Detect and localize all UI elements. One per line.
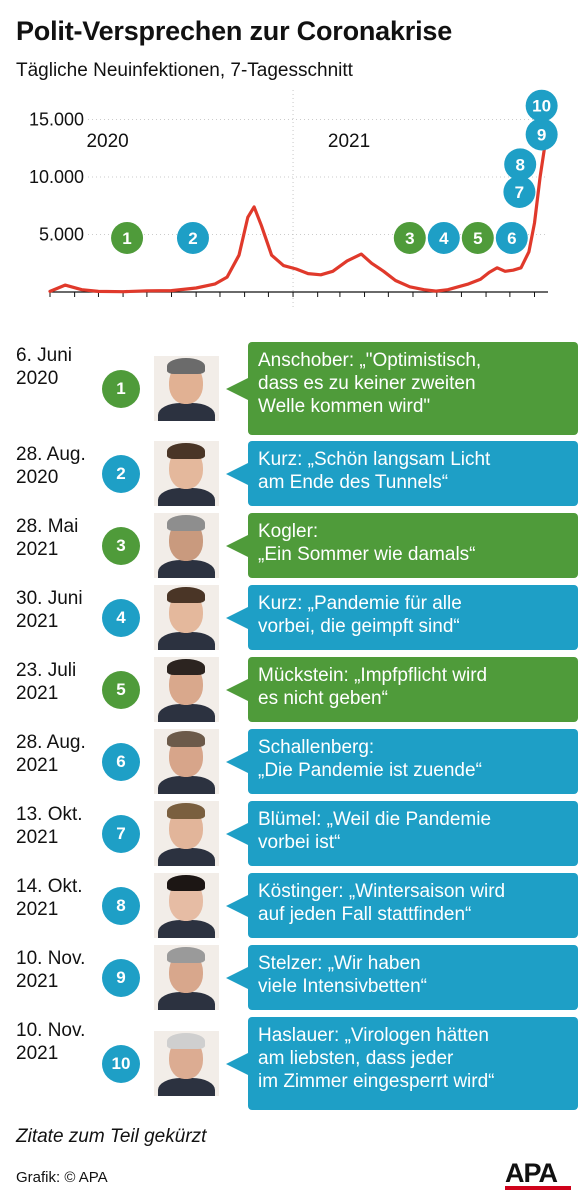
chart-marker-label-6: 6	[507, 229, 516, 248]
entry-date: 13. Okt. 2021	[16, 804, 83, 848]
promise-entry-1: 6. Juni 2020 1 Anschober: „"Optimistisch, …	[0, 342, 587, 435]
chart-marker-5	[461, 221, 494, 254]
promise-entry-8: 14. Okt. 2021 8 Köstinger: „Wintersaison w…	[0, 872, 587, 938]
chart-marker-label-9: 9	[537, 125, 546, 144]
chart-marker-label-4: 4	[439, 229, 449, 248]
portrait-mueckstein	[154, 656, 219, 722]
year-label-2020: 2020	[86, 131, 128, 152]
speech-bubble-tail	[226, 376, 250, 401]
chart-marker-6	[495, 221, 528, 254]
entry-number-badge: 9	[102, 958, 140, 997]
speech-bubble-tail	[226, 1051, 250, 1076]
quote-bubble: Mückstein: „Impfpflicht wird es nicht ge…	[248, 657, 578, 722]
entry-number-badge: 5	[102, 670, 140, 709]
entry-number-badge: 7	[102, 814, 140, 853]
promise-entry-4: 30. Juni 2021 4 Kurz: „Pandemie für alle v…	[0, 584, 587, 650]
quote-bubble: Schallenberg: „Die Pandemie ist zuende“	[248, 729, 578, 794]
chart-marker-4	[427, 221, 460, 254]
speech-bubble-tail	[226, 821, 250, 846]
speech-bubble-tail	[226, 749, 250, 774]
speech-bubble-tail	[226, 461, 250, 486]
apa-logo-bar	[505, 1186, 571, 1190]
quote-bubble: Kogler: „Ein Sommer wie damals“	[248, 513, 578, 578]
chart-marker-3	[393, 221, 426, 254]
chart-title: Polit-Versprechen zur Coronakrise	[16, 16, 453, 46]
entry-number-badge: 8	[102, 886, 140, 925]
entry-number-badge: 1	[102, 369, 140, 408]
entry-number-badge: 2	[102, 454, 140, 493]
entry-date: 23. Juli 2021	[16, 660, 77, 704]
chart-marker-8	[504, 148, 537, 181]
chart-marker-10	[525, 89, 558, 122]
credit: Grafik: © APA	[16, 1169, 108, 1186]
speech-bubble-tail	[226, 965, 250, 990]
quote-bubble: Kurz: „Schön langsam Licht am Ende des T…	[248, 441, 578, 506]
promise-entry-9: 10. Nov. 2021 9 Stelzer: „Wir haben viele …	[0, 944, 587, 1010]
promise-entry-5: 23. Juli 2021 5 Mückstein: „Impfpflicht wi…	[0, 656, 587, 722]
chart-marker-9	[525, 118, 558, 151]
ytick-label: 10.000	[29, 167, 84, 187]
chart-marker-label-2: 2	[188, 229, 197, 248]
portrait-bluemel	[154, 800, 219, 866]
promise-entry-2: 28. Aug. 2020 2 Kurz: „Schön langsam Licht…	[0, 440, 587, 506]
series-line	[48, 144, 547, 294]
portrait-kurz	[154, 440, 219, 506]
entry-date: 6. Juni 2020	[16, 345, 72, 389]
chart-marker-1	[111, 221, 144, 254]
portrait-kogler	[154, 512, 219, 578]
portrait-stelzer	[154, 944, 219, 1010]
chart-marker-7	[503, 175, 536, 208]
chart-marker-label-5: 5	[473, 229, 482, 248]
entry-date: 28. Aug. 2021	[16, 732, 86, 776]
chart-marker-label-1: 1	[122, 229, 131, 248]
portrait-schallenberg	[154, 728, 219, 794]
quote-bubble: Blümel: „Weil die Pandemie vorbei ist“	[248, 801, 578, 866]
entry-date: 28. Aug. 2020	[16, 444, 86, 488]
entry-number-badge: 6	[102, 742, 140, 781]
quote-bubble: Haslauer: „Virologen hätten am liebsten,…	[248, 1017, 578, 1110]
year-label-2021: 2021	[328, 131, 370, 152]
entry-number-badge: 3	[102, 526, 140, 565]
promise-entry-6: 28. Aug. 2021 6 Schallenberg: „Die Pandemi…	[0, 728, 587, 794]
chart-marker-label-10: 10	[532, 97, 551, 116]
apa-logo-text: APA	[505, 1158, 558, 1188]
quote-bubble: Kurz: „Pandemie für alle vorbei, die gei…	[248, 585, 578, 650]
promise-entry-3: 28. Mai 2021 3 Kogler: „Ein Sommer wie dam…	[0, 512, 587, 578]
entry-date: 10. Nov. 2021	[16, 948, 86, 992]
chart-marker-label-3: 3	[405, 229, 414, 248]
speech-bubble-tail	[226, 677, 250, 702]
quote-bubble: Anschober: „"Optimistisch, dass es zu ke…	[248, 342, 578, 435]
quote-bubble: Stelzer: „Wir haben viele Intensivbetten…	[248, 945, 578, 1010]
quote-bubble: Köstinger: „Wintersaison wird auf jeden …	[248, 873, 578, 938]
promise-entry-10: 10. Nov. 2021 10 Haslauer: „Virologen hätt…	[0, 1017, 587, 1110]
entry-date: 28. Mai 2021	[16, 516, 79, 560]
speech-bubble-tail	[226, 605, 250, 630]
portrait-haslauer	[154, 1030, 219, 1096]
entry-date: 30. Juni 2021	[16, 588, 83, 632]
portrait-anschober	[154, 355, 219, 421]
entry-date: 10. Nov. 2021	[16, 1020, 86, 1064]
apa-logo: APA	[505, 1160, 571, 1190]
portrait-kurz	[154, 584, 219, 650]
portrait-koestinger	[154, 872, 219, 938]
speech-bubble-tail	[226, 893, 250, 918]
ytick-label: 15.000	[29, 110, 84, 130]
promise-entry-7: 13. Okt. 2021 7 Blümel: „Weil die Pandemie…	[0, 800, 587, 866]
entry-number-badge: 10	[102, 1044, 140, 1083]
chart-marker-2	[176, 221, 209, 254]
ytick-label: 5.000	[39, 225, 84, 245]
chart-subtitle: Tägliche Neuinfektionen, 7-Tagesschnitt	[16, 60, 353, 81]
chart-marker-label-7: 7	[515, 183, 524, 202]
entry-date: 14. Okt. 2021	[16, 876, 83, 920]
chart-marker-label-8: 8	[515, 155, 524, 174]
entry-number-badge: 4	[102, 598, 140, 637]
footnote: Zitate zum Teil gekürzt	[16, 1126, 207, 1147]
speech-bubble-tail	[226, 533, 250, 558]
